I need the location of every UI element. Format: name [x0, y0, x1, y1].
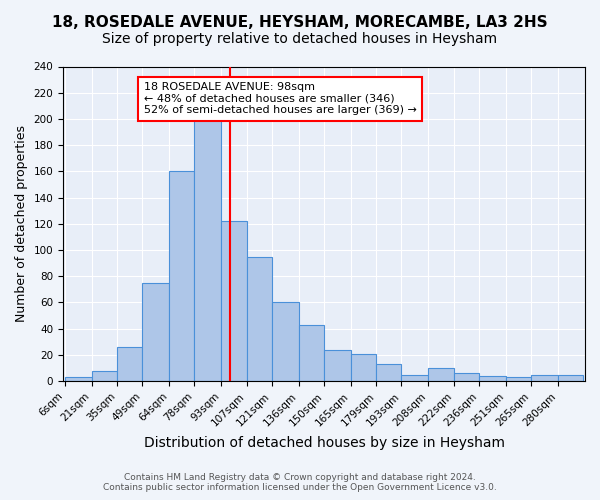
Bar	[479, 376, 506, 381]
Bar	[65, 377, 92, 381]
Bar	[247, 256, 272, 381]
Bar	[351, 354, 376, 381]
Bar	[324, 350, 351, 381]
X-axis label: Distribution of detached houses by size in Heysham: Distribution of detached houses by size …	[143, 436, 505, 450]
Bar	[376, 364, 401, 381]
Bar	[401, 374, 428, 381]
Bar	[194, 119, 221, 381]
Y-axis label: Number of detached properties: Number of detached properties	[15, 126, 28, 322]
Bar	[169, 172, 194, 381]
Bar	[454, 373, 479, 381]
Text: 18 ROSEDALE AVENUE: 98sqm
← 48% of detached houses are smaller (346)
52% of semi: 18 ROSEDALE AVENUE: 98sqm ← 48% of detac…	[144, 82, 417, 116]
Bar	[299, 324, 324, 381]
Bar	[531, 374, 558, 381]
Bar	[142, 283, 169, 381]
Bar	[92, 370, 117, 381]
Bar	[221, 221, 247, 381]
Text: Size of property relative to detached houses in Heysham: Size of property relative to detached ho…	[103, 32, 497, 46]
Bar	[558, 374, 583, 381]
Bar	[428, 368, 454, 381]
Bar	[117, 347, 142, 381]
Bar	[272, 302, 299, 381]
Text: Contains HM Land Registry data © Crown copyright and database right 2024.
Contai: Contains HM Land Registry data © Crown c…	[103, 473, 497, 492]
Text: 18, ROSEDALE AVENUE, HEYSHAM, MORECAMBE, LA3 2HS: 18, ROSEDALE AVENUE, HEYSHAM, MORECAMBE,…	[52, 15, 548, 30]
Bar	[506, 377, 531, 381]
